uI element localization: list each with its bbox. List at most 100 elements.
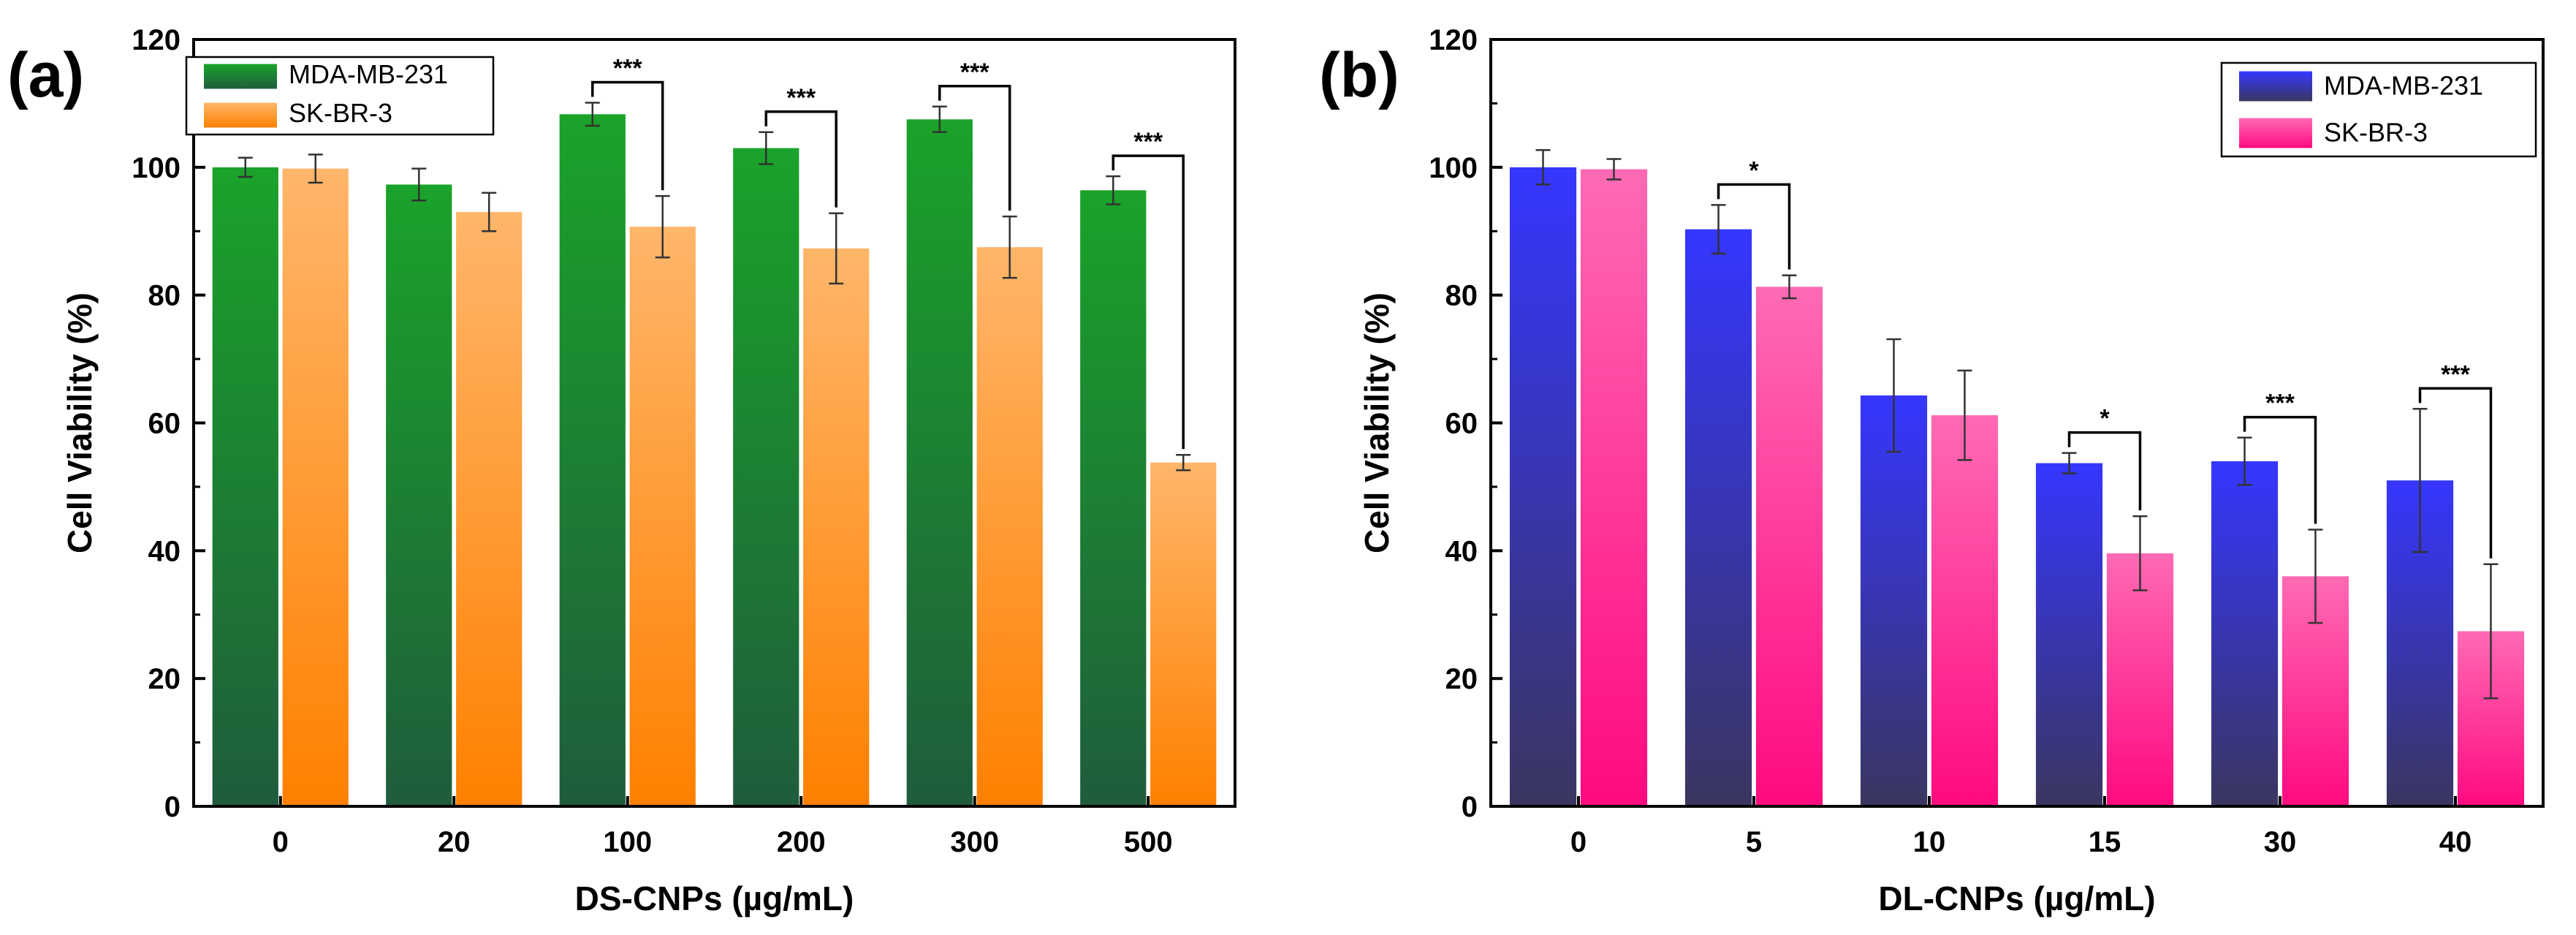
y-tick-label: 60	[148, 408, 181, 440]
error-bar	[482, 192, 497, 232]
error-bar	[2483, 563, 2499, 700]
legend-swatch	[2239, 71, 2312, 102]
x-tick-label: 100	[603, 826, 652, 858]
significance-bracket: *	[2067, 405, 2142, 511]
bar-sk-br-3-300	[976, 247, 1043, 807]
error-bar	[655, 194, 670, 259]
error-bar	[2412, 408, 2428, 553]
bar-mda-mb-231-0	[1509, 167, 1577, 807]
bar-mda-mb-231-20	[386, 184, 452, 806]
y-tick-label: 0	[164, 791, 181, 823]
error-bar	[1002, 215, 1017, 279]
error-bar	[932, 105, 947, 134]
y-tick-label: 100	[132, 152, 181, 184]
bar-mda-mb-231-15	[2035, 463, 2103, 806]
legend-label: MDA-MB-231	[289, 59, 448, 89]
y-axis-title: Cell Viability (%)	[1358, 292, 1396, 553]
error-bar	[1606, 158, 1622, 181]
legend-label: SK-BR-3	[2324, 118, 2428, 148]
legend-swatch	[204, 102, 277, 128]
bar-mda-mb-231-300	[906, 119, 973, 807]
bar-mda-mb-231-30	[2211, 461, 2279, 806]
error-bar	[1176, 453, 1191, 472]
bar-sk-br-3-0	[1580, 169, 1648, 807]
x-tick-label: 500	[1124, 826, 1173, 858]
error-bar	[1886, 338, 1901, 453]
bracket-line	[1717, 183, 1791, 270]
significance-label: ***	[786, 84, 816, 112]
error-bar	[411, 167, 427, 202]
significance-bracket: ***	[2243, 390, 2317, 524]
y-tick-label: 0	[1462, 791, 1478, 823]
error-bar	[1782, 274, 1797, 300]
x-tick-label: 5	[1746, 826, 1762, 858]
x-tick-label: 30	[2264, 826, 2297, 858]
bar-sk-br-3-15	[2106, 553, 2174, 806]
bracket-line	[1112, 154, 1185, 450]
chart-panel-a: (a) *** *** *** *** 0 20 40 60 80 100 120 0 20 100 200 3…	[7, 24, 1236, 917]
x-tick-label: 200	[777, 826, 826, 858]
error-bar	[2308, 529, 2323, 624]
significance-bracket: ***	[938, 58, 1011, 211]
bar-sk-br-3-0	[282, 168, 349, 806]
legend: MDA-MB-231 SK-BR-3	[185, 56, 495, 136]
bar-mda-mb-231-200	[733, 148, 799, 806]
significance-label: ***	[613, 55, 642, 83]
error-bar	[829, 212, 844, 285]
panel-label: (a)	[7, 40, 84, 110]
x-tick-label: 15	[2089, 826, 2121, 858]
bar-mda-mb-231-100	[559, 114, 626, 807]
error-bar	[1957, 369, 1972, 461]
bracket-line	[591, 80, 664, 191]
significance-bracket: ***	[591, 55, 664, 191]
significance-label: ***	[2441, 360, 2470, 388]
bar-sk-br-3-10	[1931, 415, 1999, 806]
x-axis-title: DS-CNPs (µg/mL)	[575, 879, 854, 917]
legend-swatch	[2239, 118, 2312, 148]
x-tick-label: 0	[1570, 826, 1587, 858]
y-tick-label: 100	[1429, 152, 1478, 184]
bracket-line	[2067, 431, 2142, 511]
error-bar	[308, 154, 323, 184]
significance-bracket: ***	[1112, 128, 1185, 450]
significance-label: ***	[1133, 128, 1163, 156]
error-bar	[585, 102, 600, 127]
legend-swatch	[204, 64, 277, 89]
error-bar	[759, 131, 774, 165]
error-bar	[1106, 175, 1121, 205]
bar-mda-mb-231-5	[1684, 229, 1752, 806]
bracket-line	[764, 110, 837, 208]
y-axis-title: Cell Viability (%)	[61, 292, 99, 553]
bracket-line	[938, 85, 1011, 211]
x-tick-label: 10	[1913, 826, 1946, 858]
error-bar	[1535, 148, 1551, 186]
bar-mda-mb-231-500	[1080, 190, 1147, 806]
legend: MDA-MB-231 SK-BR-3	[2220, 61, 2537, 158]
y-tick-label: 120	[1429, 24, 1478, 56]
error-bar	[2237, 436, 2252, 486]
significance-bracket: *	[1717, 156, 1791, 270]
y-tick-label: 120	[132, 24, 181, 56]
bar-sk-br-3-500	[1150, 462, 1217, 806]
y-tick-label: 40	[148, 535, 181, 567]
bar-sk-br-3-200	[803, 248, 870, 806]
x-tick-label: 300	[950, 826, 999, 858]
legend-label: MDA-MB-231	[2324, 71, 2483, 101]
bar-sk-br-3-100	[629, 227, 696, 806]
y-tick-label: 40	[1445, 535, 1478, 567]
x-tick-label: 0	[273, 826, 289, 858]
significance-bracket: ***	[764, 84, 837, 208]
error-bar	[238, 156, 253, 178]
legend-label: SK-BR-3	[289, 98, 392, 128]
y-tick-label: 60	[1445, 408, 1478, 440]
y-tick-label: 80	[148, 280, 181, 312]
error-bar	[2062, 452, 2077, 474]
bracket-line	[2243, 415, 2317, 524]
error-bar	[1711, 204, 1726, 255]
significance-label: ***	[960, 58, 989, 86]
bar-mda-mb-231-10	[1860, 395, 1928, 806]
x-axis-title: DL-CNPs (µg/mL)	[1878, 879, 2155, 917]
x-tick-label: 20	[438, 826, 471, 858]
